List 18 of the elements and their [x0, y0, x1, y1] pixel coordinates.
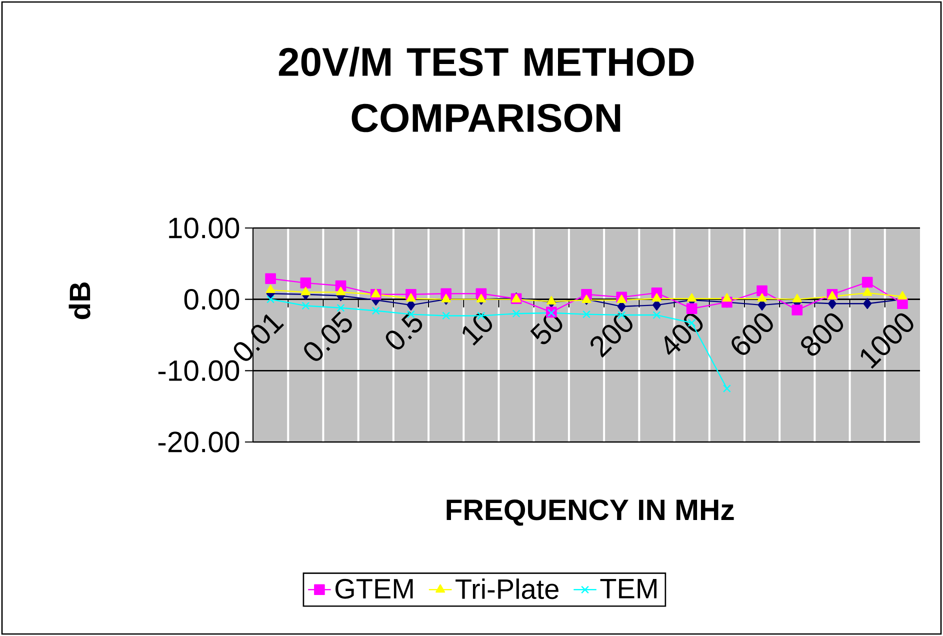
x-tick-label: 0.01	[234, 314, 284, 361]
legend-label: Tri-Plate	[456, 578, 558, 600]
x-tick-label: 800	[801, 313, 844, 356]
x-tick-label: 10	[462, 313, 492, 346]
x-axis-title: FREQUENCY IN MHz	[446, 499, 734, 526]
y-tick-label: 0.00	[184, 288, 240, 310]
x-tick-label: 0.5	[386, 312, 422, 350]
x-tick-label: 0.05	[304, 312, 352, 361]
x-tick-label: 200	[590, 313, 632, 358]
y-tick-label: -20.00	[158, 432, 240, 452]
legend-label: TEM	[600, 579, 656, 598]
legend-label: GTEM	[336, 578, 413, 599]
x-tick-label: 400	[664, 313, 703, 355]
y-tick-label: -10.00	[158, 360, 240, 382]
y-axis-title: dB	[68, 282, 90, 320]
y-tick-label: 10.00	[169, 218, 240, 238]
chart-title: 20V/M TEST METHOD COMPARISON	[278, 46, 694, 132]
x-tick-label: 600	[732, 313, 773, 355]
